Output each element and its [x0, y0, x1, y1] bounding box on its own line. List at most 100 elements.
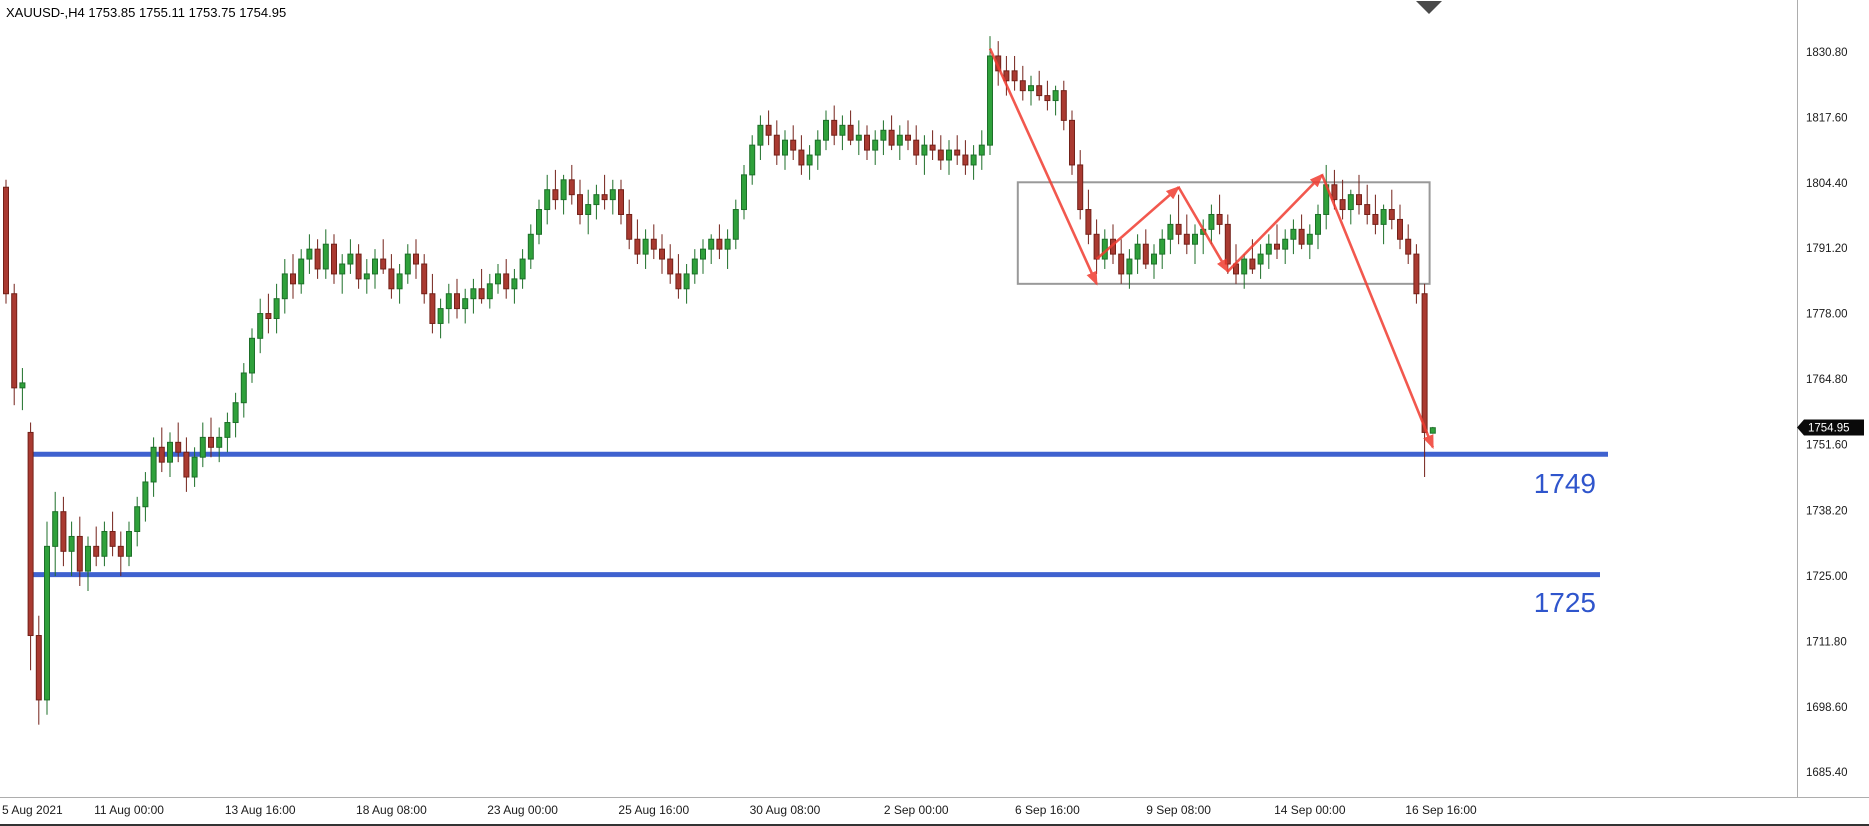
candle-body: [585, 204, 592, 215]
candle-body: [823, 119, 829, 141]
candle-body: [273, 298, 280, 320]
candle-body: [445, 293, 452, 310]
candle-body: [134, 506, 141, 532]
candle-body: [1413, 253, 1420, 295]
candle-body: [659, 248, 665, 260]
candle-body: [1183, 233, 1190, 245]
candle-body: [1265, 243, 1272, 255]
candle-body: [1356, 194, 1362, 206]
time-axis-label: 2 Sep 00:00: [884, 803, 949, 817]
candle-body: [347, 253, 354, 265]
candle-body: [749, 144, 756, 176]
support-level-label-1725[interactable]: 1725: [1534, 587, 1596, 618]
candle-body: [978, 144, 985, 156]
candle-body: [117, 545, 124, 557]
candle-body: [552, 189, 559, 201]
price-axis[interactable]: [1798, 0, 1869, 797]
price-axis-label: 1778.00: [1806, 309, 1848, 321]
candle-body: [191, 456, 198, 478]
candle-body: [109, 530, 116, 547]
candle-body: [314, 248, 321, 270]
candle-body: [454, 293, 460, 310]
candle-body: [1036, 85, 1043, 97]
candle-body: [76, 535, 83, 572]
support-level-label-1749[interactable]: 1749: [1534, 468, 1596, 499]
candle-body: [1159, 238, 1166, 255]
candle-body: [126, 530, 132, 557]
candle-body: [388, 268, 395, 290]
candle-body: [60, 511, 67, 552]
time-axis-label: 25 Aug 16:00: [618, 803, 689, 817]
candle-body: [265, 313, 272, 320]
candle-body: [167, 441, 173, 463]
candle-body: [527, 233, 534, 260]
trend-arrow-2[interactable]: [1095, 185, 1181, 261]
price-axis-label: 1685.40: [1806, 767, 1848, 779]
current-price-tag: 1754.95: [1797, 419, 1864, 436]
candle-body: [3, 186, 9, 295]
candle-body: [831, 119, 838, 136]
candle-body: [470, 288, 477, 300]
candle-body: [921, 144, 928, 156]
trend-arrow-3[interactable]: [1177, 186, 1229, 274]
candle-body: [404, 253, 411, 275]
candle-body: [257, 313, 264, 339]
trend-arrow-1[interactable]: [988, 48, 1098, 286]
candle-body: [1257, 253, 1264, 265]
time-axis-label: 11 Aug 00:00: [94, 803, 164, 817]
candle-body: [1044, 95, 1051, 102]
candle-body: [1364, 204, 1371, 215]
price-axis-label: 1817.60: [1806, 112, 1848, 124]
trend-arrow-5[interactable]: [1320, 174, 1435, 450]
candle-body: [970, 154, 977, 166]
candle-body: [1011, 70, 1018, 82]
consolidation-box[interactable]: [1016, 181, 1431, 285]
candle-body: [929, 144, 936, 151]
candle-body: [101, 530, 108, 557]
candle-body: [741, 174, 747, 211]
candle-body: [1003, 70, 1010, 82]
candle-body: [773, 134, 780, 156]
candle-body: [429, 293, 436, 324]
candle-body: [601, 194, 608, 201]
time-axis-label: 23 Aug 00:00: [487, 803, 558, 817]
time-axis-label: 16 Sep 16:00: [1405, 803, 1477, 817]
candle-body: [1175, 223, 1182, 235]
candle-body: [1347, 194, 1354, 211]
candle-body: [544, 189, 551, 211]
trend-arrow-4[interactable]: [1226, 173, 1324, 273]
price-axis-label: 1791.20: [1806, 243, 1848, 255]
time-axis[interactable]: [0, 798, 1869, 826]
candle-body: [1249, 258, 1256, 270]
candle-body: [839, 124, 846, 136]
candle-body: [298, 258, 305, 285]
chart-shift-marker-icon[interactable]: [1416, 1, 1442, 14]
candle-body: [150, 446, 157, 483]
candle-body: [560, 179, 567, 201]
candle-body: [240, 372, 247, 404]
candle-body: [872, 139, 879, 151]
candle-body: [372, 258, 378, 275]
candle-body: [1405, 238, 1412, 255]
candle-body: [331, 243, 337, 275]
candle-body: [413, 253, 419, 265]
candle-body: [1388, 209, 1395, 220]
candle-body: [1298, 228, 1305, 245]
candle-body: [396, 273, 403, 290]
candle-body: [806, 154, 813, 166]
candle-body: [626, 213, 633, 240]
candle-body: [798, 149, 805, 166]
candle-body: [19, 382, 26, 389]
candle-body: [609, 189, 616, 201]
time-axis-label: 30 Aug 08:00: [750, 803, 821, 817]
price-axis-label: 1830.80: [1806, 47, 1848, 59]
candle-body: [380, 258, 387, 270]
price-axis-label: 1738.20: [1806, 506, 1848, 518]
price-axis-label: 1725.00: [1806, 571, 1848, 583]
candle-body: [175, 441, 182, 453]
candle-body: [691, 258, 698, 275]
candle-body: [224, 422, 231, 438]
candle-body: [896, 134, 903, 146]
